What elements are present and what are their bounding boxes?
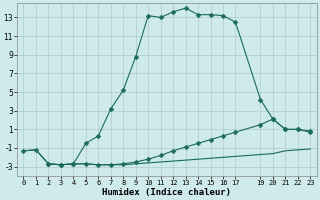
X-axis label: Humidex (Indice chaleur): Humidex (Indice chaleur) [102, 188, 231, 197]
